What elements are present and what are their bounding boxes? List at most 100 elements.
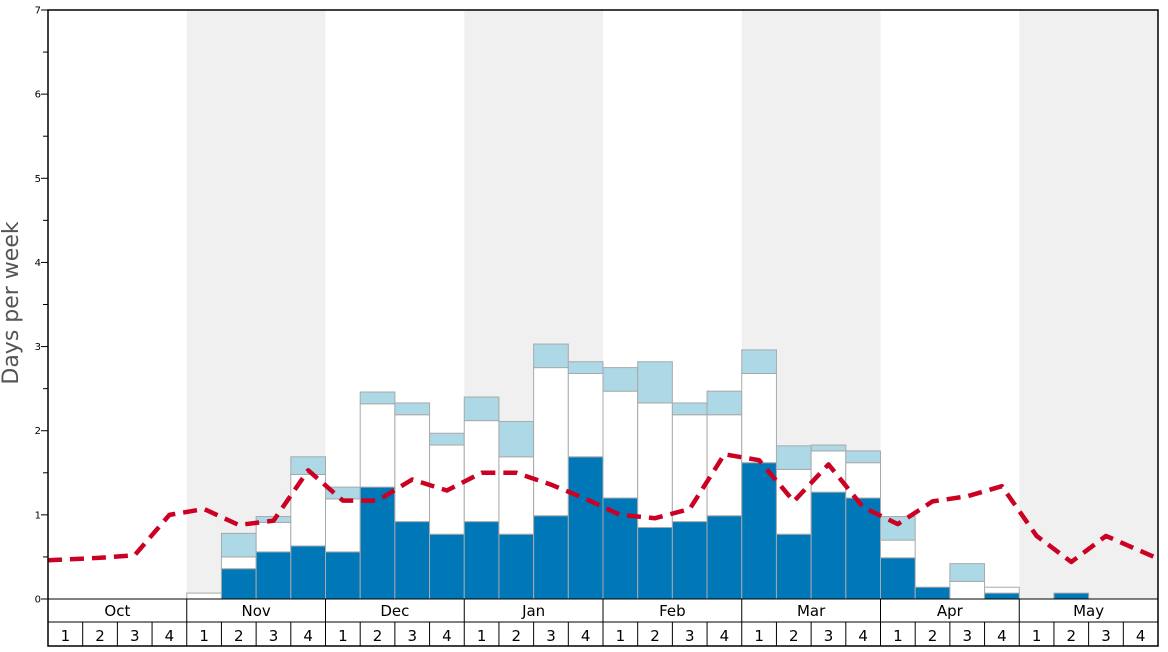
bar-dark-12 <box>429 533 465 600</box>
week-label-28: 4 <box>997 627 1007 645</box>
week-label-4: 4 <box>165 627 175 645</box>
bar-dark-19 <box>671 521 708 600</box>
week-label-17: 1 <box>616 627 626 645</box>
bar-dark-23 <box>810 491 847 600</box>
y-tick-label-1: 1 <box>35 510 41 521</box>
month-label-oct: Oct <box>104 602 130 620</box>
bar-light-17 <box>602 367 639 392</box>
month-label-mar: Mar <box>797 602 826 620</box>
week-label-13: 1 <box>477 627 487 645</box>
month-label-dec: Dec <box>380 602 409 620</box>
week-label-20: 4 <box>720 627 730 645</box>
week-label-27: 3 <box>962 627 972 645</box>
bar-dark-20 <box>706 515 743 600</box>
bar-white-7 <box>255 521 292 553</box>
week-label-3: 3 <box>130 627 140 645</box>
y-tick-label-4: 4 <box>35 258 41 269</box>
bar-dark-13 <box>463 521 500 600</box>
bar-dark-6 <box>220 568 257 600</box>
bar-light-10 <box>359 391 396 405</box>
bar-white-14 <box>498 456 535 535</box>
bar-light-6 <box>220 532 257 558</box>
week-label-1: 1 <box>61 627 71 645</box>
week-label-32: 4 <box>1136 627 1146 645</box>
week-label-10: 2 <box>373 627 383 645</box>
week-label-11: 3 <box>407 627 417 645</box>
week-label-29: 1 <box>1032 627 1042 645</box>
bar-dark-16 <box>567 456 604 600</box>
month-label-may: May <box>1073 602 1104 620</box>
bar-dark-15 <box>533 515 569 600</box>
bar-white-18 <box>637 402 673 528</box>
bar-white-20 <box>706 414 743 517</box>
bar-white-22 <box>775 468 812 535</box>
bar-white-17 <box>602 390 639 499</box>
week-label-7: 3 <box>269 627 279 645</box>
week-label-8: 4 <box>303 627 313 645</box>
bar-light-12 <box>429 432 465 446</box>
y-tick-label-6: 6 <box>35 90 41 101</box>
bar-light-15 <box>533 343 569 369</box>
bar-white-24 <box>845 462 881 499</box>
y-tick-label-2: 2 <box>35 426 41 437</box>
bar-light-23 <box>810 444 847 452</box>
week-label-9: 1 <box>338 627 348 645</box>
bar-light-24 <box>845 450 881 464</box>
bar-dark-18 <box>637 526 673 600</box>
y-tick-label-0: 0 <box>35 595 41 606</box>
bar-dark-10 <box>359 486 396 600</box>
bar-dark-9 <box>325 551 361 600</box>
bar-light-19 <box>671 402 708 416</box>
bar-light-22 <box>775 445 812 470</box>
bar-white-6 <box>220 556 257 570</box>
y-tick-label-5: 5 <box>35 174 41 185</box>
month-label-feb: Feb <box>659 602 686 620</box>
week-label-14: 2 <box>512 627 522 645</box>
bar-light-21 <box>741 349 777 374</box>
bar-light-8 <box>290 456 326 475</box>
bar-white-15 <box>533 367 569 517</box>
y-tick-label-7: 7 <box>35 6 41 17</box>
bar-dark-25 <box>880 557 916 600</box>
bar-dark-8 <box>290 545 326 600</box>
week-label-16: 4 <box>581 627 591 645</box>
bar-light-27 <box>949 563 986 582</box>
week-label-23: 3 <box>824 627 834 645</box>
week-label-15: 3 <box>546 627 556 645</box>
bar-white-28 <box>984 586 1020 594</box>
bar-dark-21 <box>741 462 777 600</box>
bar-white-19 <box>671 414 708 523</box>
week-label-5: 1 <box>199 627 209 645</box>
week-label-30: 2 <box>1067 627 1077 645</box>
bar-light-11 <box>394 402 431 416</box>
month-label-apr: Apr <box>937 602 964 620</box>
bar-dark-26 <box>914 586 951 600</box>
month-label-nov: Nov <box>241 602 270 620</box>
week-label-22: 2 <box>789 627 799 645</box>
bar-dark-14 <box>498 533 535 600</box>
bar-white-9 <box>325 498 361 553</box>
week-label-19: 3 <box>685 627 695 645</box>
week-label-12: 4 <box>442 627 452 645</box>
bar-white-11 <box>394 414 431 523</box>
bar-white-5 <box>186 592 222 600</box>
bar-dark-7 <box>255 551 292 600</box>
bar-white-23 <box>810 450 847 493</box>
bar-light-14 <box>498 420 535 458</box>
week-label-26: 2 <box>928 627 938 645</box>
bar-dark-22 <box>775 533 812 600</box>
bar-dark-30 <box>1053 592 1090 600</box>
bar-white-8 <box>290 473 326 547</box>
bar-white-27 <box>949 580 986 600</box>
week-label-31: 3 <box>1101 627 1111 645</box>
week-label-2: 2 <box>95 627 105 645</box>
bar-dark-17 <box>602 497 639 600</box>
week-label-25: 1 <box>893 627 903 645</box>
bar-white-16 <box>567 372 604 458</box>
y-tick-label-3: 3 <box>35 342 41 353</box>
bar-light-20 <box>706 390 743 416</box>
bar-white-10 <box>359 403 396 488</box>
bar-dark-11 <box>394 521 431 600</box>
bar-white-25 <box>880 539 916 559</box>
